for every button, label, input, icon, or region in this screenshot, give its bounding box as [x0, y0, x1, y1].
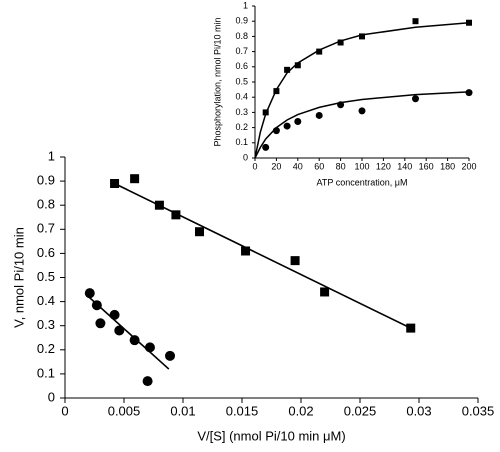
circle-point [412, 95, 419, 103]
y-axis-label: Phosphorylation, nmol Pi/10 min [212, 17, 222, 146]
x-tick-label: 0.005 [108, 403, 141, 418]
y-tick-label: 0.1 [235, 137, 248, 147]
circle-point [294, 118, 302, 126]
fit-line [254, 21, 470, 159]
square-point [241, 246, 251, 256]
square-point [412, 18, 419, 25]
x-tick-label: 100 [354, 161, 369, 171]
square-point [316, 48, 323, 55]
y-tick-label: 1 [48, 148, 55, 163]
x-tick-label: 180 [440, 161, 455, 171]
fit-line [88, 296, 170, 370]
x-tick-label: 200 [461, 161, 476, 171]
x-tick-label: 0.035 [462, 403, 495, 418]
x-tick-label: 0 [252, 161, 257, 171]
circle-point [142, 376, 153, 387]
circle-point [465, 89, 473, 97]
circle-point [129, 335, 140, 346]
x-axis-label: V/[S] (nmol Pi/10 min μM) [197, 428, 345, 443]
y-tick-label: 0.5 [37, 269, 55, 284]
y-tick-label: 0.7 [235, 46, 248, 56]
y-tick-label: 0.2 [235, 122, 248, 132]
square-point [337, 39, 344, 46]
y-tick-label: 0.4 [235, 92, 248, 102]
circle-point [109, 309, 120, 320]
y-tick-label: 0.8 [37, 197, 55, 212]
square-point [130, 174, 140, 184]
y-tick-label: 0.8 [235, 31, 248, 41]
circle-point [95, 318, 106, 329]
y-tick-label: 0.5 [235, 76, 248, 86]
main-chart: 0 0.005 0.01 0.015 0.02 0.025 0.03 0.035 0 0.1 0.2… [11, 148, 494, 443]
square-point [359, 33, 365, 40]
square-point [294, 62, 301, 69]
y-tick-label: 1 [243, 0, 248, 10]
circle-point [84, 288, 95, 299]
x-tick-label: 40 [293, 161, 303, 171]
x-tick-label: 0 [61, 403, 68, 418]
y-tick-label: 0.3 [235, 107, 248, 117]
circle-point [262, 143, 270, 151]
y-tick-label: 0.1 [37, 365, 55, 380]
y-tick-label: 0.2 [37, 341, 55, 356]
inset-chart: 0 20 40 60 80 100 120 140 160 180 200 0 0.1 0.2 0.3 0.4… [212, 0, 476, 187]
x-tick-label: 0.015 [226, 403, 259, 418]
y-tick-label: 0.9 [235, 16, 248, 26]
fit-line [254, 91, 470, 159]
square-point [284, 66, 291, 73]
circle-point [283, 122, 291, 130]
y-tick-label: 0.3 [37, 317, 55, 332]
x-tick-label: 140 [397, 161, 412, 171]
circle-point [165, 350, 176, 361]
y-tick-label: 0.7 [37, 221, 55, 236]
x-tick-label: 0.025 [344, 403, 377, 418]
y-tick-label: 0.6 [37, 245, 55, 260]
x-tick-label: 60 [314, 161, 324, 171]
y-axis-label: V, nmol Pi/10 min [11, 227, 26, 328]
square-point [171, 210, 181, 220]
x-tick-label: 0.02 [288, 403, 313, 418]
x-tick-label: 120 [376, 161, 391, 171]
x-tick-label: 80 [336, 161, 346, 171]
x-tick-label: 0.01 [170, 403, 195, 418]
circle-point [114, 325, 125, 336]
square-point [195, 227, 205, 237]
circle-point [315, 111, 323, 119]
y-tick-label: 0.4 [37, 293, 55, 308]
square-point [290, 256, 300, 266]
fit-line [114, 182, 412, 329]
x-axis-label: ATP concentration, μM [317, 177, 408, 187]
y-tick-label: 0.6 [235, 61, 248, 71]
circle-point [144, 342, 155, 353]
x-tick-label: 20 [271, 161, 281, 171]
x-tick-label: 0.03 [406, 403, 431, 418]
y-tick-label: 0 [48, 389, 55, 404]
x-tick-label: 160 [419, 161, 434, 171]
y-tick-label: 0.9 [37, 173, 55, 188]
circle-point [358, 107, 366, 115]
square-point [320, 287, 330, 297]
y-tick-label: 0 [243, 152, 248, 162]
